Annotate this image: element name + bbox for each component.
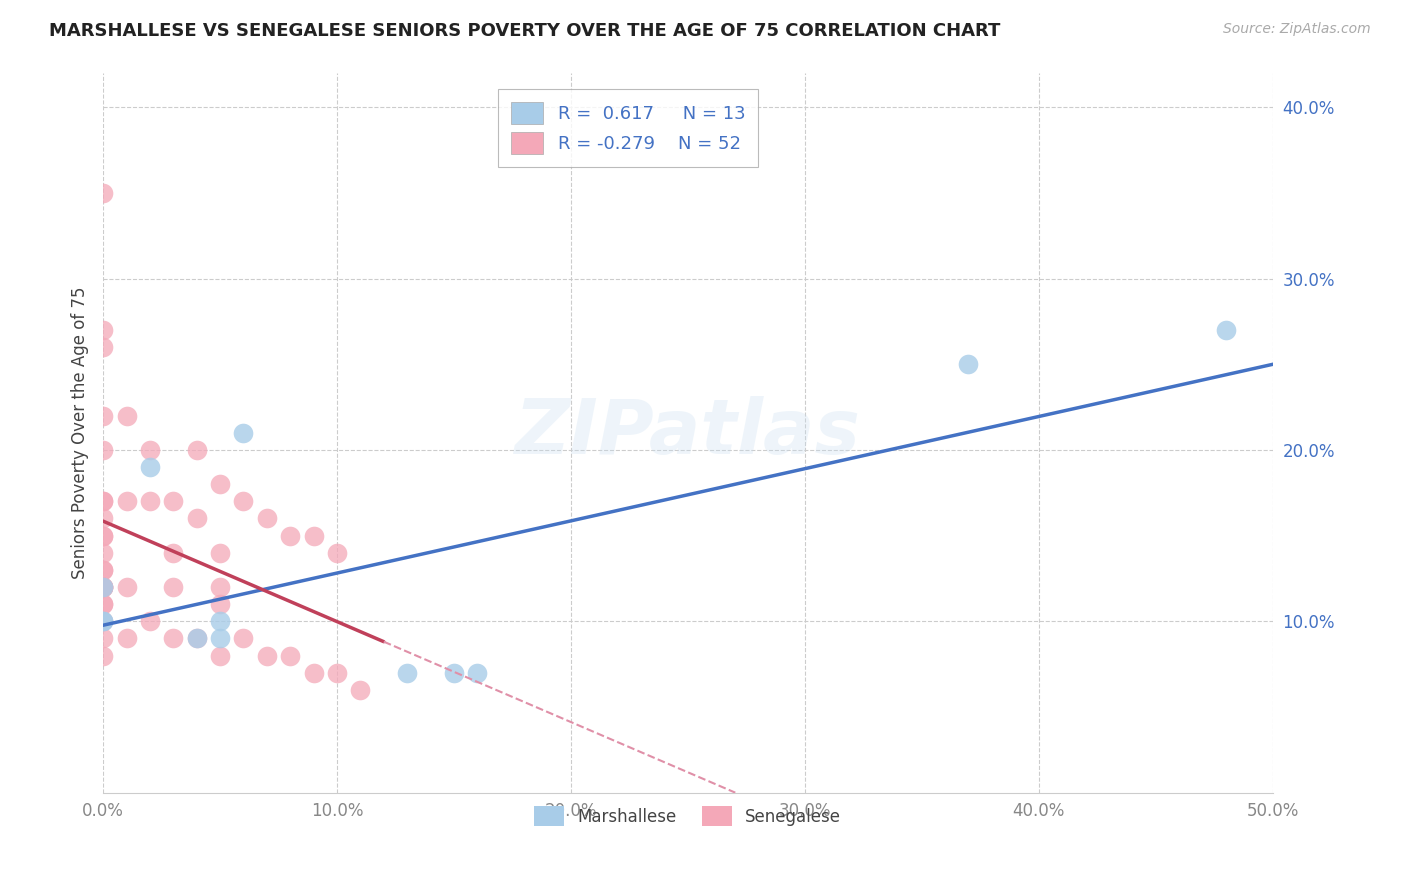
Point [91,546,114,560]
Point [139,442,162,457]
Point [1215,323,1237,337]
Point [467,665,489,680]
Point [186,442,208,457]
Point [91,580,114,594]
Point [91,580,114,594]
Point [139,494,162,508]
Point [91,615,114,629]
Point [232,425,254,440]
Point [302,665,325,680]
Point [209,597,232,611]
Point [232,632,254,646]
Point [91,528,114,542]
Point [443,665,465,680]
Point [91,597,114,611]
Point [91,323,114,337]
Point [186,632,208,646]
Point [209,615,232,629]
Point [115,494,138,508]
Point [278,528,301,542]
Point [209,477,232,491]
Point [91,186,114,200]
Point [115,409,138,423]
Point [91,528,114,542]
Point [91,409,114,423]
Point [91,563,114,577]
Point [115,580,138,594]
Point [91,340,114,354]
Text: Source: ZipAtlas.com: Source: ZipAtlas.com [1223,22,1371,37]
Point [91,563,114,577]
Text: ZIPatlas: ZIPatlas [515,396,860,470]
Point [232,494,254,508]
Point [91,580,114,594]
Point [209,632,232,646]
Point [278,648,301,663]
Point [209,580,232,594]
Point [91,615,114,629]
Point [162,632,184,646]
Point [91,494,114,508]
Point [326,665,349,680]
Point [186,511,208,525]
Point [91,580,114,594]
Point [91,597,114,611]
Point [91,632,114,646]
Point [91,511,114,525]
Point [91,648,114,663]
Point [139,460,162,475]
Point [326,546,349,560]
Point [91,615,114,629]
Point [302,528,325,542]
Point [209,546,232,560]
Point [162,580,184,594]
Point [91,494,114,508]
Point [186,632,208,646]
Point [91,442,114,457]
Point [957,357,980,371]
Point [396,665,419,680]
Point [349,682,371,697]
Point [139,615,162,629]
Point [162,546,184,560]
Point [162,494,184,508]
Text: MARSHALLESE VS SENEGALESE SENIORS POVERTY OVER THE AGE OF 75 CORRELATION CHART: MARSHALLESE VS SENEGALESE SENIORS POVERT… [49,22,1001,40]
Point [115,632,138,646]
Point [256,511,278,525]
Point [209,648,232,663]
Y-axis label: Seniors Poverty Over the Age of 75: Seniors Poverty Over the Age of 75 [72,286,89,579]
Legend: Marshallese, Senegalese: Marshallese, Senegalese [526,797,849,835]
Point [91,580,114,594]
Point [256,648,278,663]
